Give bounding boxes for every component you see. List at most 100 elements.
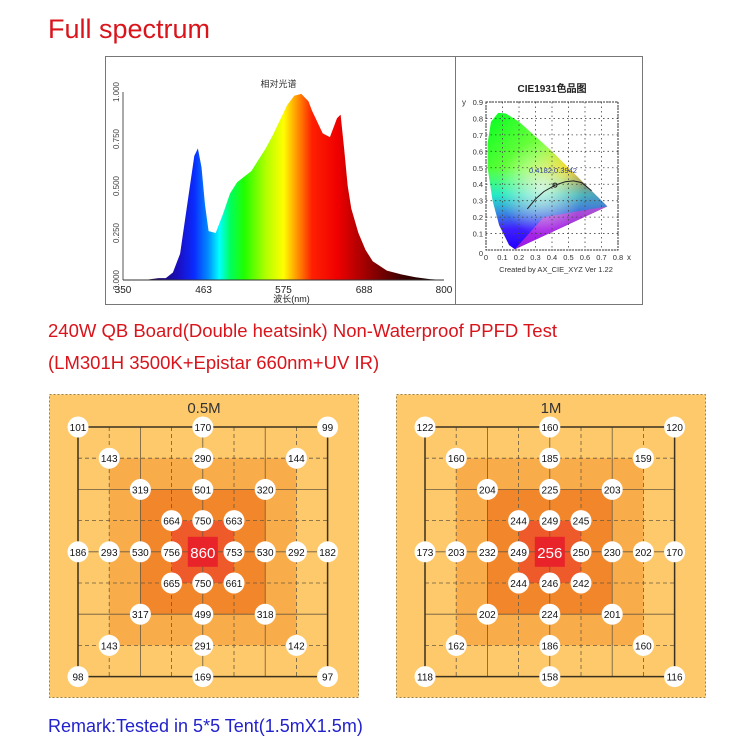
ppfd-reading: 186 [70,548,87,559]
ppfd-reading: 142 [288,641,305,652]
ppfd-reading: 291 [194,641,211,652]
y-tick-label: 0.000 [112,269,121,290]
ppfd-reading: 170 [194,423,211,434]
ppfd-reading: 116 [667,673,683,684]
ppfd-reading: 230 [604,548,621,559]
ppfd-reading: 249 [541,517,558,528]
cie-title: CIE1931色品图 [518,82,587,95]
reading-marker [632,447,654,469]
reading-marker [414,666,436,688]
reading-marker [539,666,561,688]
reading-marker [129,478,151,500]
ppfd-reading: 225 [541,485,558,496]
reading-marker [285,634,307,656]
reading-marker [161,572,183,594]
reading-marker [192,447,214,469]
reading-marker [539,416,561,438]
ppfd-reading: 245 [573,517,590,528]
ppfd-reading: 182 [319,548,336,559]
reading-marker [445,541,467,563]
reading-marker [67,541,89,563]
reading-marker [192,634,214,656]
cie-y-tick: 0.8 [473,114,483,123]
ppfd-reading: 320 [257,485,274,496]
reading-marker [223,510,245,532]
cie-x-tick: 0.6 [580,253,590,262]
reading-marker [67,666,89,688]
cie-white-center [487,112,608,250]
ppfd-reading: 162 [448,641,465,652]
x-tick-label: 688 [356,285,373,296]
reading-marker [192,510,214,532]
ppfd-reading: 202 [479,610,496,621]
ppfd-reading: 750 [194,579,211,590]
reading-marker [317,666,339,688]
reading-marker [664,541,686,563]
reading-marker [192,572,214,594]
reading-marker [223,541,245,563]
reading-marker [98,447,120,469]
ppfd-reading: 242 [573,579,590,590]
reading-marker [664,666,686,688]
ppfd-reading: 173 [417,548,434,559]
cie-y-tick: 0.1 [473,230,483,239]
ppfd-grid-1m: 1M 122 160 120 160 185 159 204 225 203 244 249 245 17… [396,394,706,698]
page-title: Full spectrum [48,14,211,44]
ppfd-reading: 317 [132,610,149,621]
reading-marker [539,572,561,594]
reading-marker [445,634,467,656]
ppfd-reading: 244 [510,517,527,528]
cie-x-tick: 0.8 [613,253,623,262]
reading-marker [601,478,623,500]
y-tick-label: 1.000 [112,81,121,102]
ppfd-reading: 98 [72,673,84,684]
ppfd-reading: 290 [194,454,211,465]
ppfd-reading: 501 [194,485,211,496]
ppfd-reading: 293 [101,548,118,559]
y-tick-label: 0.750 [112,128,121,149]
reading-marker [570,541,592,563]
ppfd-reading: 246 [541,579,558,590]
reading-marker [414,416,436,438]
ppfd-reading: 159 [635,454,652,465]
ppfd-reading: 232 [479,548,496,559]
ppfd-reading: 530 [257,548,274,559]
chromaticity-point [552,182,558,188]
ppfd-reading: 665 [163,579,180,590]
ppfd-reading: 203 [604,485,621,496]
reading-marker [539,447,561,469]
ppfd-reading: 160 [635,641,652,652]
ppfd-reading: 249 [510,548,527,559]
x-tick-label: 575 [275,285,292,296]
ppfd-reading: 201 [604,610,621,621]
cie-x-tick: 0.2 [514,253,524,262]
reading-marker [192,478,214,500]
reading-marker [476,541,498,563]
reading-marker [570,572,592,594]
ppfd-reading: 756 [163,548,180,559]
reading-marker [539,478,561,500]
ppfd-reading: 753 [226,548,243,559]
ppfd-reading: 122 [417,423,434,434]
grid-title: 0.5M [187,400,220,417]
reading-marker [476,478,498,500]
reading-marker [223,572,245,594]
chart-title: 相对光谱 [260,78,296,89]
ppfd-reading: 160 [541,423,558,434]
cie-y-tick: 0.2 [473,213,483,222]
reading-marker [161,541,183,563]
reading-marker [67,416,89,438]
reading-marker [192,666,214,688]
ppfd-reading: 664 [163,517,180,528]
cie-y-tick: 0.5 [473,164,483,173]
spectrum-chart: 相对光谱 350 463 575 688 800 0.000 0.250 0.500 0.750 1… [112,78,453,304]
reading-marker [98,541,120,563]
spectrum-area [123,93,444,281]
cie-y-tick: 0.6 [473,147,483,156]
ppfd-reading: 99 [322,423,334,434]
chromaticity-label: 0.4182,0.3942 [529,166,577,175]
ppfd-reading: 118 [417,673,433,684]
reading-marker [285,447,307,469]
reading-marker [508,572,530,594]
ppfd-reading: 318 [257,610,274,621]
